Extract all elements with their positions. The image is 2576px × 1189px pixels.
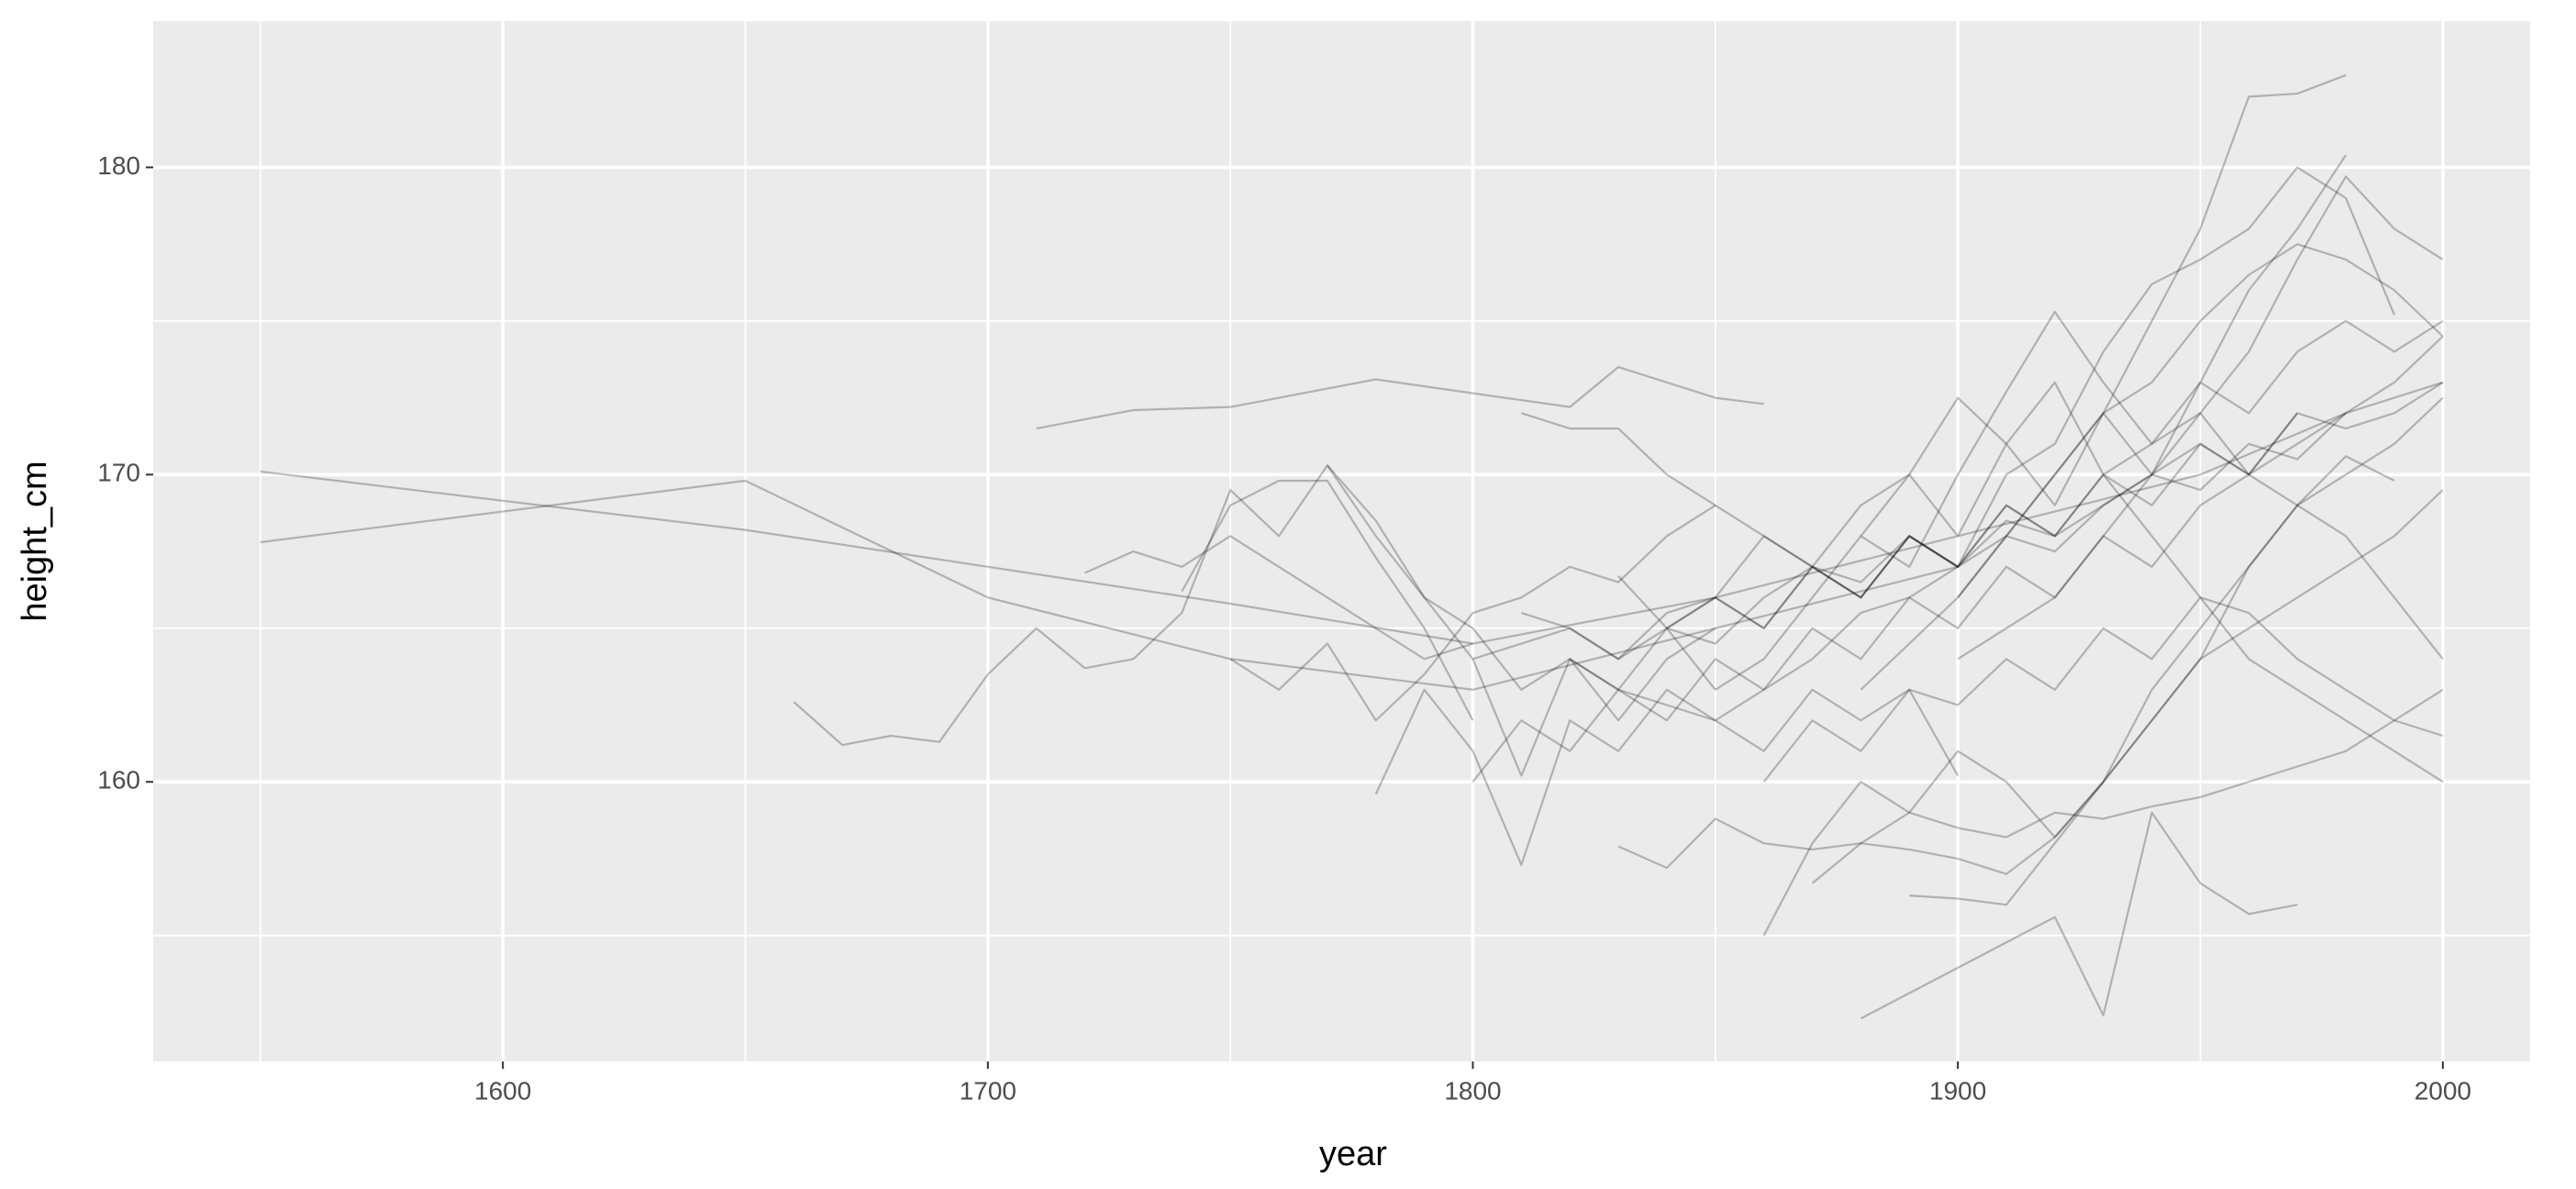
series-line — [260, 412, 2347, 645]
series-line — [1762, 396, 2444, 937]
series-line — [1762, 596, 2444, 783]
grid — [153, 21, 2530, 1061]
panel-background — [153, 21, 2530, 1061]
x-tick-label: 1900 — [1929, 1076, 1986, 1105]
series-line — [1084, 535, 1473, 661]
series-line — [1617, 688, 2444, 870]
series-line — [1957, 243, 2444, 598]
x-axis-title: year — [1319, 1135, 1387, 1173]
series-line — [1374, 688, 1960, 866]
series-line — [1181, 479, 1474, 721]
series-line — [260, 479, 1959, 691]
series-line — [1326, 464, 1716, 777]
series-line — [1957, 175, 2444, 661]
y-tick-label: 160 — [97, 766, 140, 795]
series-line — [1860, 811, 2298, 1020]
series-line — [1811, 455, 2395, 884]
series-line — [1229, 504, 1716, 722]
series-line — [1084, 464, 1716, 722]
x-tick-label: 1600 — [474, 1076, 531, 1105]
y-tick-label: 180 — [97, 151, 140, 180]
series-line — [1471, 335, 2444, 783]
y-tick-label: 170 — [97, 459, 140, 487]
series-line — [1569, 381, 2444, 722]
axes: 1600 1700 1800 1900 2000 160 170 180 — [97, 151, 2471, 1106]
x-tick-label: 1800 — [1444, 1076, 1501, 1105]
series-line — [1521, 154, 2348, 661]
series-line — [1666, 319, 2444, 629]
series-line — [1036, 366, 1764, 430]
series-line — [1715, 310, 2444, 691]
series-line — [1860, 73, 2347, 691]
y-axis-title: height_cm — [16, 461, 54, 621]
x-tick-label: 1700 — [960, 1076, 1016, 1105]
x-tick-label: 2000 — [2415, 1076, 2471, 1105]
series-line — [1472, 381, 2444, 661]
lines — [260, 73, 2444, 1020]
series-line — [1909, 489, 2444, 906]
series-line — [1860, 381, 2444, 783]
series-line — [793, 627, 1086, 747]
series-line — [1521, 166, 2395, 599]
series-line — [1617, 412, 2299, 629]
